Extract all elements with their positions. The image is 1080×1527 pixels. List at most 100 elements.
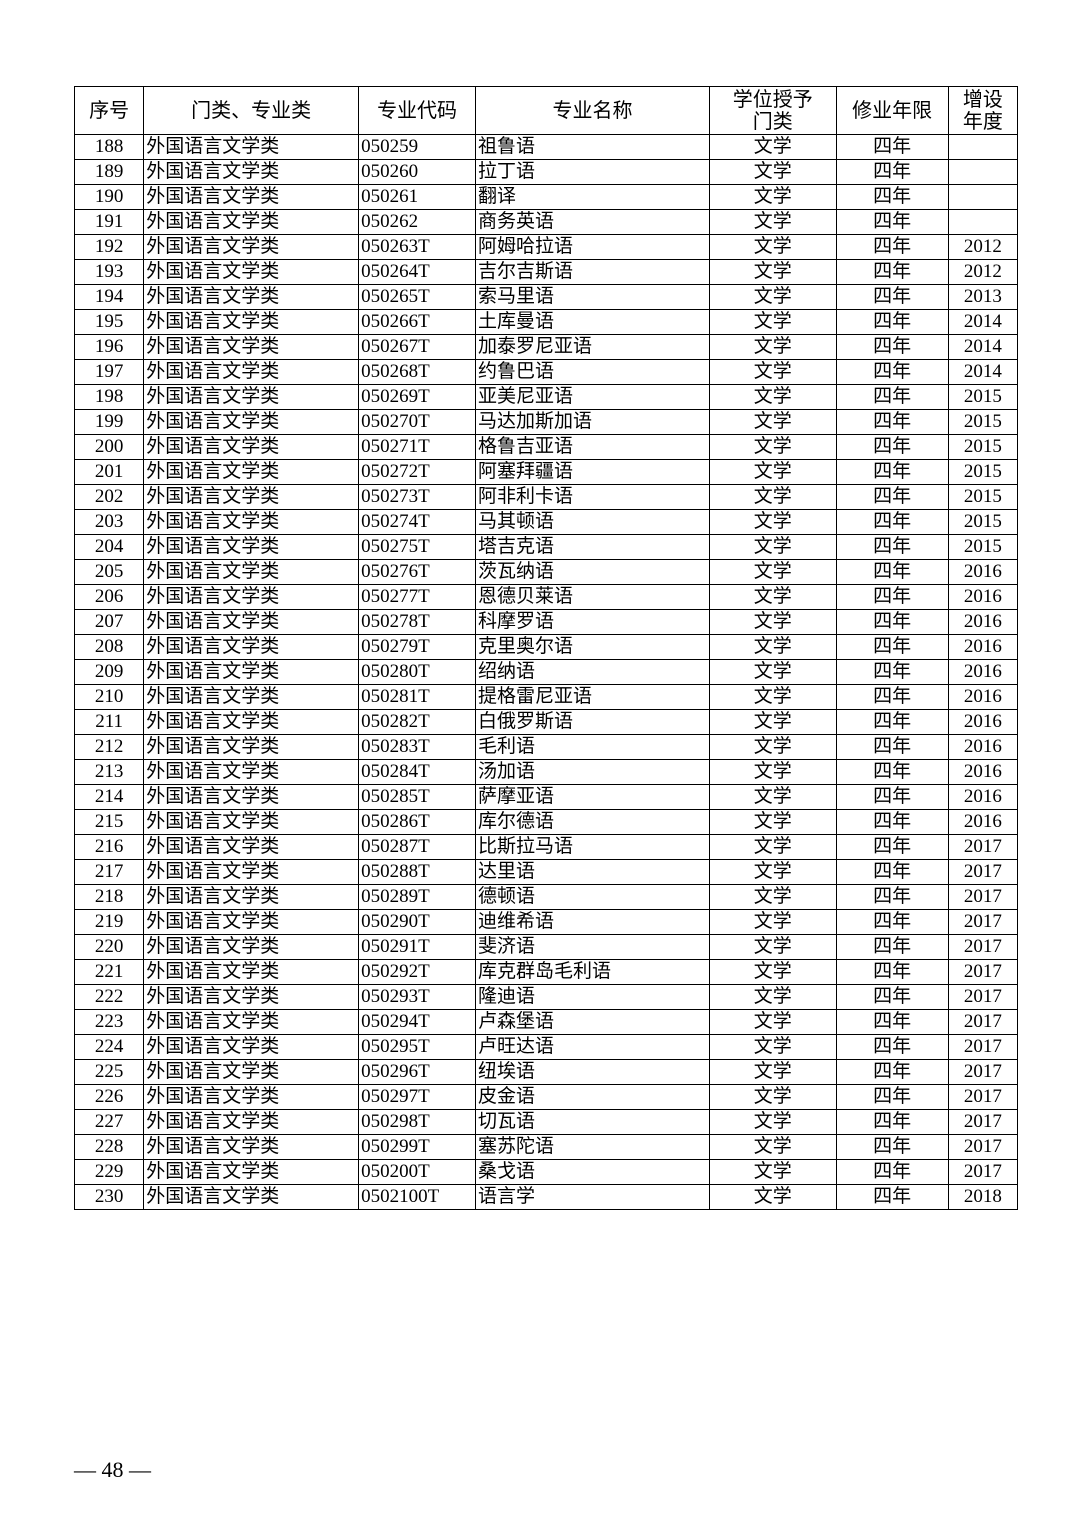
table-row: 214外国语言文学类050285T萨摩亚语文学四年2016 — [75, 785, 1018, 810]
cell-code: 050285T — [359, 785, 476, 810]
cell-category: 外国语言文学类 — [144, 710, 359, 735]
cell-duration: 四年 — [836, 935, 948, 960]
cell-year: 2017 — [948, 1035, 1017, 1060]
table-row: 216外国语言文学类050287T比斯拉马语文学四年2017 — [75, 835, 1018, 860]
table-row: 205外国语言文学类050276T茨瓦纳语文学四年2016 — [75, 560, 1018, 585]
cell-year: 2013 — [948, 285, 1017, 310]
cell-name: 茨瓦纳语 — [476, 560, 710, 585]
table-row: 224外国语言文学类050295T卢旺达语文学四年2017 — [75, 1035, 1018, 1060]
cell-name: 隆迪语 — [476, 985, 710, 1010]
cell-duration: 四年 — [836, 1010, 948, 1035]
cell-index: 208 — [75, 635, 144, 660]
cell-degree: 文学 — [710, 860, 837, 885]
cell-degree: 文学 — [710, 510, 837, 535]
cell-year: 2016 — [948, 810, 1017, 835]
cell-category: 外国语言文学类 — [144, 935, 359, 960]
cell-category: 外国语言文学类 — [144, 810, 359, 835]
cell-degree: 文学 — [710, 1110, 837, 1135]
table-row: 202外国语言文学类050273T阿非利卡语文学四年2015 — [75, 485, 1018, 510]
cell-degree: 文学 — [710, 710, 837, 735]
cell-category: 外国语言文学类 — [144, 435, 359, 460]
cell-index: 219 — [75, 910, 144, 935]
cell-code: 050286T — [359, 810, 476, 835]
cell-duration: 四年 — [836, 235, 948, 260]
cell-index: 220 — [75, 935, 144, 960]
cell-index: 196 — [75, 335, 144, 360]
cell-index: 204 — [75, 535, 144, 560]
cell-code: 050298T — [359, 1110, 476, 1135]
cell-code: 050266T — [359, 310, 476, 335]
cell-code: 050297T — [359, 1085, 476, 1110]
cell-duration: 四年 — [836, 460, 948, 485]
cell-index: 205 — [75, 560, 144, 585]
cell-index: 225 — [75, 1060, 144, 1085]
cell-degree: 文学 — [710, 1085, 837, 1110]
cell-name: 克里奥尔语 — [476, 635, 710, 660]
table-row: 189外国语言文学类050260拉丁语文学四年 — [75, 160, 1018, 185]
cell-degree: 文学 — [710, 310, 837, 335]
cell-index: 192 — [75, 235, 144, 260]
cell-code: 050294T — [359, 1010, 476, 1035]
cell-degree: 文学 — [710, 835, 837, 860]
cell-year: 2016 — [948, 735, 1017, 760]
cell-index: 201 — [75, 460, 144, 485]
cell-degree: 文学 — [710, 760, 837, 785]
cell-code: 050288T — [359, 860, 476, 885]
cell-name: 毛利语 — [476, 735, 710, 760]
cell-year: 2015 — [948, 460, 1017, 485]
table-row: 199外国语言文学类050270T马达加斯加语文学四年2015 — [75, 410, 1018, 435]
cell-name: 提格雷尼亚语 — [476, 685, 710, 710]
cell-code: 050287T — [359, 835, 476, 860]
table-row: 194外国语言文学类050265T索马里语文学四年2013 — [75, 285, 1018, 310]
cell-year: 2014 — [948, 310, 1017, 335]
cell-category: 外国语言文学类 — [144, 360, 359, 385]
cell-year: 2015 — [948, 410, 1017, 435]
page-number: — 48 — — [74, 1457, 151, 1483]
cell-duration: 四年 — [836, 635, 948, 660]
cell-degree: 文学 — [710, 1035, 837, 1060]
cell-duration: 四年 — [836, 1035, 948, 1060]
cell-category: 外国语言文学类 — [144, 635, 359, 660]
cell-index: 199 — [75, 410, 144, 435]
cell-degree: 文学 — [710, 985, 837, 1010]
cell-duration: 四年 — [836, 910, 948, 935]
cell-year: 2015 — [948, 485, 1017, 510]
cell-code: 050280T — [359, 660, 476, 685]
cell-duration: 四年 — [836, 785, 948, 810]
table-row: 213外国语言文学类050284T汤加语文学四年2016 — [75, 760, 1018, 785]
cell-index: 216 — [75, 835, 144, 860]
cell-code: 050283T — [359, 735, 476, 760]
cell-code: 050259 — [359, 135, 476, 160]
cell-category: 外国语言文学类 — [144, 260, 359, 285]
cell-code: 050265T — [359, 285, 476, 310]
cell-duration: 四年 — [836, 985, 948, 1010]
cell-code: 050200T — [359, 1160, 476, 1185]
cell-code: 050292T — [359, 960, 476, 985]
cell-duration: 四年 — [836, 735, 948, 760]
cell-category: 外国语言文学类 — [144, 1035, 359, 1060]
cell-index: 217 — [75, 860, 144, 885]
table-row: 209外国语言文学类050280T绍纳语文学四年2016 — [75, 660, 1018, 685]
cell-name: 皮金语 — [476, 1085, 710, 1110]
cell-name: 恩德贝莱语 — [476, 585, 710, 610]
cell-duration: 四年 — [836, 435, 948, 460]
cell-category: 外国语言文学类 — [144, 210, 359, 235]
cell-index: 227 — [75, 1110, 144, 1135]
cell-index: 209 — [75, 660, 144, 685]
cell-duration: 四年 — [836, 135, 948, 160]
cell-index: 207 — [75, 610, 144, 635]
cell-index: 230 — [75, 1185, 144, 1210]
cell-category: 外国语言文学类 — [144, 510, 359, 535]
cell-index: 222 — [75, 985, 144, 1010]
cell-degree: 文学 — [710, 560, 837, 585]
table-row: 211外国语言文学类050282T白俄罗斯语文学四年2016 — [75, 710, 1018, 735]
cell-code: 050271T — [359, 435, 476, 460]
cell-category: 外国语言文学类 — [144, 160, 359, 185]
document-page: 序号 门类、专业类 专业代码 专业名称 学位授予门类 修业年限 增设年度 188… — [0, 0, 1080, 1527]
cell-duration: 四年 — [836, 410, 948, 435]
cell-name: 祖鲁语 — [476, 135, 710, 160]
cell-category: 外国语言文学类 — [144, 785, 359, 810]
cell-name: 阿非利卡语 — [476, 485, 710, 510]
cell-duration: 四年 — [836, 885, 948, 910]
cell-name: 阿塞拜疆语 — [476, 460, 710, 485]
